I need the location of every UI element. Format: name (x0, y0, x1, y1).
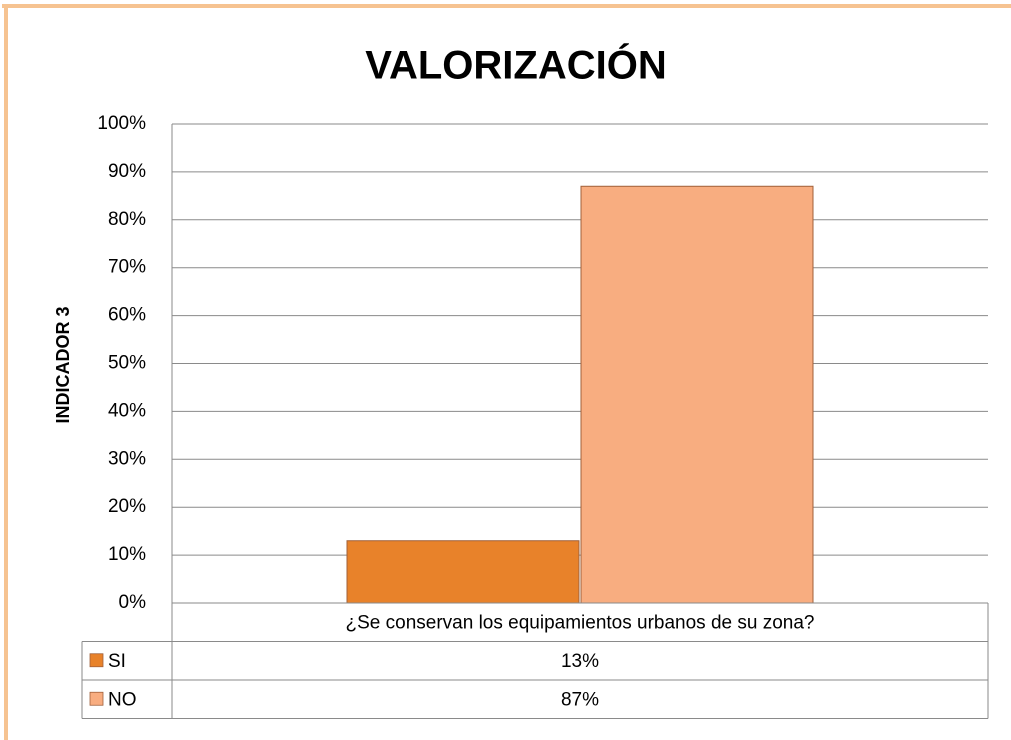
y-tick-label: 90% (108, 161, 146, 182)
y-tick-label: 10% (108, 544, 146, 565)
chart-title: VALORIZACIÓN (365, 42, 666, 88)
y-tick-label: 80% (108, 209, 146, 230)
y-tick-label: 0% (119, 592, 147, 613)
x-tick-label: ¿Se conservan los equipamientos urbanos … (346, 612, 815, 633)
y-tick-label: 20% (108, 496, 146, 517)
bar (580, 185, 814, 604)
y-tick-label: 70% (108, 257, 146, 278)
y-tick-label: 100% (97, 113, 146, 134)
y-tick-label: 30% (108, 448, 146, 469)
legend-key (89, 691, 104, 706)
y-tick-label: 50% (108, 353, 146, 374)
y-tick-label: 40% (108, 400, 146, 421)
data-label: 87% (561, 689, 599, 710)
y-tick-label: 60% (108, 305, 146, 326)
legend-label: NO (108, 689, 137, 710)
y-axis-label: INDICADOR 3 (53, 306, 73, 423)
bar (346, 540, 580, 604)
legend-key (89, 653, 104, 668)
legend-label: SI (108, 651, 126, 672)
data-label: 13% (561, 651, 599, 672)
